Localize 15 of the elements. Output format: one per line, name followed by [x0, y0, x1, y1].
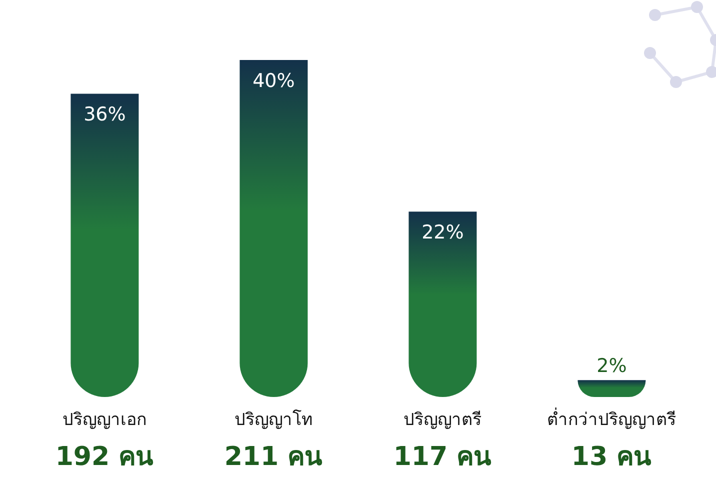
x-tick-label: ปริญญาเอก — [62, 410, 146, 430]
text: 192 คน — [55, 442, 154, 472]
data-label: 2% — [596, 355, 627, 378]
text: 13 คน — [571, 442, 652, 472]
bar — [408, 212, 477, 397]
bar — [240, 60, 308, 397]
data-label: 22% — [422, 222, 464, 244]
x-tick-label: ปริญญาตรี — [404, 410, 482, 430]
text: 211 คน — [224, 442, 323, 472]
text: 117 คน — [393, 442, 492, 472]
data-label: 36% — [84, 104, 126, 126]
x-tick-label: ต่ำกว่าปริญญาตรี — [547, 407, 676, 430]
bar — [70, 94, 139, 397]
data-label: 40% — [252, 70, 295, 92]
x-tick-label: ปริญญาโท — [234, 409, 312, 430]
